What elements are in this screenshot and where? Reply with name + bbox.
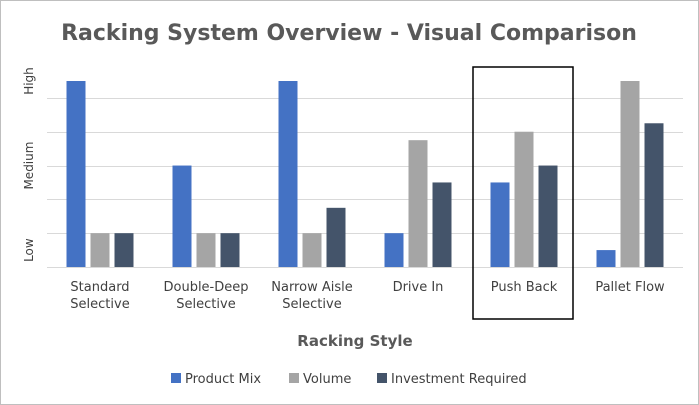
bar-product-mix: [66, 81, 86, 267]
y-axis-ticks: Low Medium High: [22, 67, 36, 262]
bar-volume: [90, 233, 110, 267]
bar-investment-required: [432, 182, 452, 267]
bar-product-mix: [490, 182, 510, 267]
x-axis-ticks: Standard Selective Double-Deep Selective Nar…: [70, 280, 665, 312]
push-back-highlight-box: [472, 66, 574, 320]
bar-investment-required: [114, 233, 134, 267]
y-tick-label: Medium: [22, 142, 36, 190]
bar-product-mix: [278, 81, 298, 267]
bar-investment-required: [220, 233, 240, 267]
x-tick-label: Push Back: [491, 280, 558, 295]
legend-label-product-mix: Product Mix: [185, 372, 261, 387]
legend-label-volume: Volume: [303, 372, 351, 387]
x-tick-label: Standard Selective: [70, 280, 129, 312]
x-axis-title: Racking Style: [297, 332, 412, 350]
bar-volume: [620, 81, 640, 267]
bar-volume: [302, 233, 322, 267]
bar-volume: [196, 233, 216, 267]
x-tick-label: Pallet Flow: [595, 280, 665, 295]
x-tick-label: Drive In: [393, 280, 444, 295]
legend-swatch-volume: [289, 373, 299, 383]
bar-product-mix: [384, 233, 404, 267]
x-tick-label: Narrow Aisle Selective: [271, 280, 352, 312]
bar-product-mix: [596, 250, 616, 267]
gridlines: [47, 98, 683, 268]
bar-product-mix: [172, 165, 192, 267]
y-tick-label: High: [22, 67, 36, 95]
bar-investment-required: [538, 165, 558, 267]
chart-title: Racking System Overview - Visual Compari…: [61, 21, 637, 46]
bars: [66, 81, 664, 267]
bar-investment-required: [644, 123, 664, 267]
legend-label-investment-required: Investment Required: [391, 372, 527, 387]
legend-swatch-investment-required: [377, 373, 387, 383]
legend: Product Mix Volume Investment Required: [171, 372, 527, 387]
x-tick-label: Double-Deep Selective: [163, 280, 248, 312]
legend-swatch-product-mix: [171, 373, 181, 383]
y-tick-label: Low: [22, 238, 36, 262]
bar-volume: [408, 140, 428, 267]
bar-investment-required: [326, 207, 346, 267]
bar-volume: [514, 131, 534, 267]
